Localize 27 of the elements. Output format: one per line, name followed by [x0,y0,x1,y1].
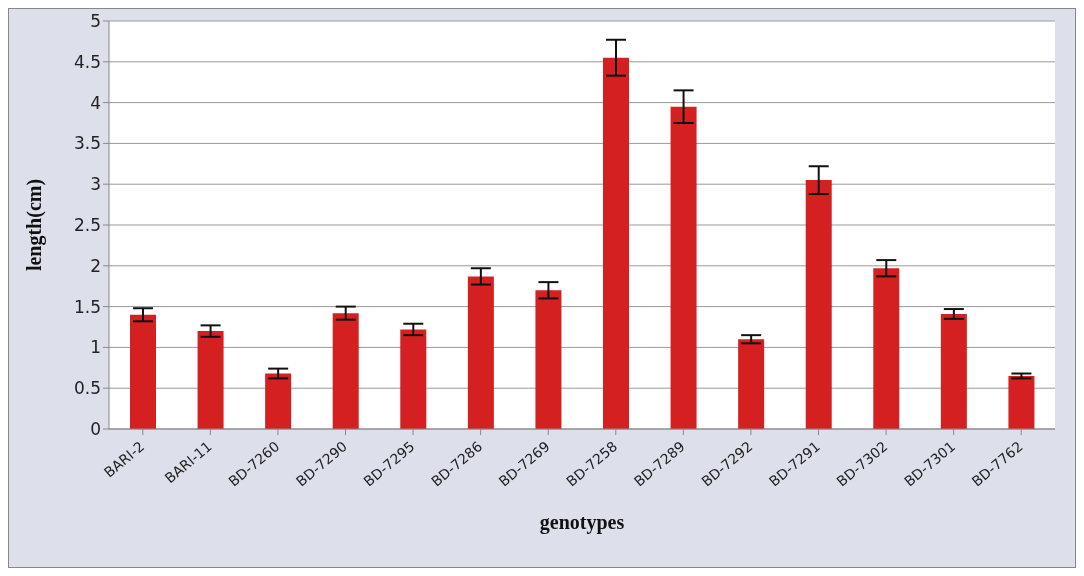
bar [197,331,224,429]
bar [940,313,967,429]
bar [670,106,697,429]
y-axis-title: length(cm) [23,178,47,272]
y-tick-label: 1.5 [73,296,101,317]
bar [603,57,629,429]
bar [467,276,494,429]
bar [130,314,156,429]
y-tick-label: 3 [90,174,101,195]
y-tick-label: 3.5 [73,133,101,154]
y-tick-label: 0.5 [73,378,101,399]
bar [1008,375,1035,429]
bar [265,373,292,429]
y-tick-label: 2.5 [73,215,101,236]
y-tick-label: 2 [90,255,101,276]
bar [805,180,832,429]
bar [873,268,900,429]
y-tick-label: 1 [90,337,101,358]
x-axis-title: genotypes [539,511,625,534]
y-tick-label: 4.5 [73,51,101,72]
bar [332,313,359,429]
bar [400,329,427,429]
y-tick-label: 5 [90,11,101,32]
y-tick-label: 4 [90,92,101,113]
bar [738,339,765,429]
bar [535,290,562,429]
y-tick-label: 0 [90,419,101,440]
